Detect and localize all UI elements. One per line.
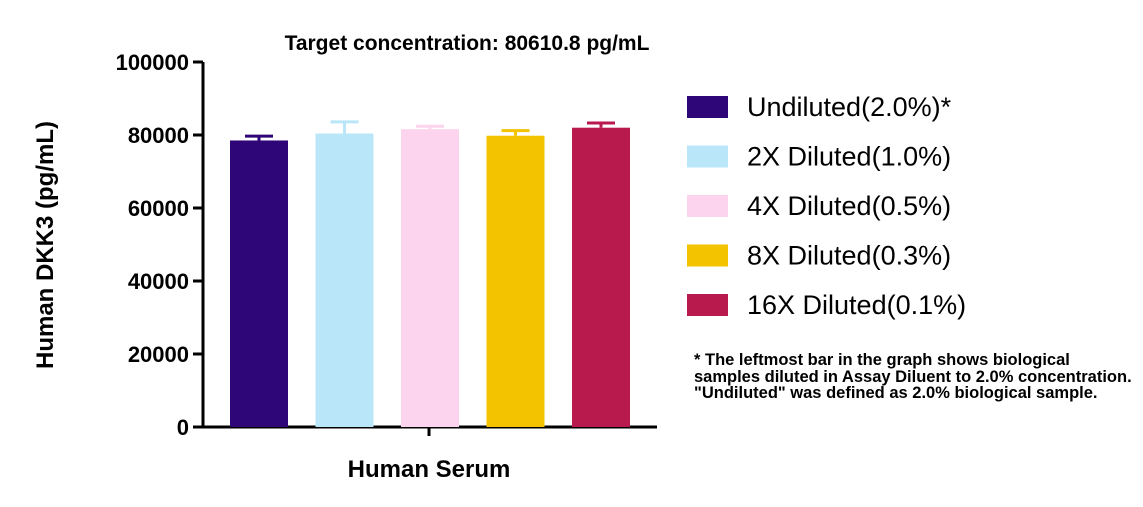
legend-label: Undiluted(2.0%)* bbox=[747, 92, 952, 122]
y-tick-label: 20000 bbox=[128, 342, 189, 367]
chart-title: Target concentration: 80610.8 pg/mL bbox=[285, 32, 650, 55]
legend-swatch bbox=[687, 294, 728, 316]
bar bbox=[230, 140, 288, 427]
legend-swatch bbox=[687, 96, 728, 118]
legend-swatch bbox=[687, 145, 728, 168]
bar bbox=[315, 133, 374, 428]
y-tick-label: 40000 bbox=[128, 269, 189, 294]
y-tick-label: 60000 bbox=[128, 196, 189, 221]
x-axis bbox=[203, 425, 657, 436]
footnote: * The leftmost bar in the graph shows bi… bbox=[694, 351, 1132, 402]
legend-swatch bbox=[687, 244, 728, 267]
legend-label: 4X Diluted(0.5%) bbox=[747, 191, 951, 221]
legend-label: 2X Diluted(1.0%) bbox=[747, 142, 951, 172]
y-axis-label: Human DKK3 (pg/mL) bbox=[32, 121, 59, 369]
legend-label: 16X Diluted(0.1%) bbox=[747, 290, 966, 320]
x-axis-label: Human Serum bbox=[348, 456, 511, 483]
legend-label: 8X Diluted(0.3%) bbox=[747, 241, 951, 271]
bar bbox=[401, 129, 459, 427]
y-tick-label: 80000 bbox=[128, 123, 189, 148]
bar bbox=[572, 127, 630, 427]
y-tick-label: 0 bbox=[177, 415, 189, 440]
bars bbox=[230, 120, 630, 428]
y-tick-label: 100000 bbox=[116, 50, 189, 75]
legend-swatch bbox=[687, 195, 728, 217]
legend: Undiluted(2.0%)* 2X Diluted(1.0%) 4X Dilut… bbox=[687, 92, 966, 320]
bar bbox=[486, 135, 545, 428]
y-axis: 0 20000 40000 60000 80000 100000 bbox=[116, 50, 205, 440]
